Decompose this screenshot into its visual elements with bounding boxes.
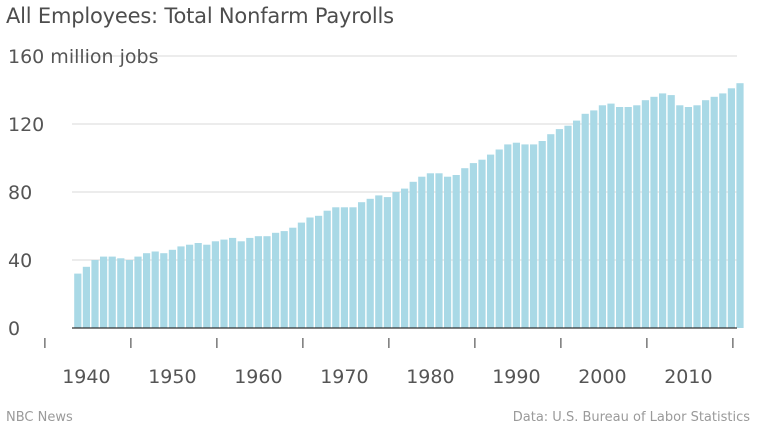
bar	[177, 246, 185, 328]
bar	[392, 192, 400, 328]
bar	[125, 260, 133, 328]
bar	[624, 107, 632, 328]
bars	[74, 83, 744, 329]
bar	[186, 244, 194, 328]
bar	[573, 120, 581, 328]
bar	[444, 176, 452, 328]
bar	[134, 256, 142, 328]
bar	[349, 207, 357, 328]
bar	[676, 105, 684, 328]
bar	[143, 253, 151, 328]
bar	[332, 207, 340, 328]
bar	[555, 129, 563, 328]
bar	[538, 141, 546, 328]
bar	[297, 222, 305, 328]
bar	[340, 207, 348, 328]
y-tick-label: 120	[8, 114, 44, 136]
x-tick-label: 2000	[578, 366, 626, 388]
bar	[426, 173, 434, 328]
bar	[91, 260, 99, 328]
bar	[530, 144, 538, 328]
bar	[435, 173, 443, 328]
bar	[418, 176, 426, 328]
bar	[616, 107, 624, 328]
bar	[633, 105, 641, 328]
bar	[168, 249, 176, 328]
bar	[263, 236, 271, 328]
bar	[684, 107, 692, 328]
y-tick-label: 160 million jobs	[8, 46, 159, 68]
bar	[659, 93, 667, 329]
bar	[581, 113, 589, 328]
bar	[710, 96, 718, 328]
bar	[512, 142, 520, 328]
y-tick-label: 0	[8, 318, 20, 340]
bar	[194, 243, 202, 328]
bar	[452, 175, 460, 328]
x-tick-label: 1960	[234, 366, 282, 388]
bar	[719, 93, 727, 329]
bar	[650, 96, 658, 328]
x-tick-label: 1970	[320, 366, 368, 388]
bar	[246, 237, 254, 328]
bar	[82, 266, 90, 328]
bar	[727, 88, 735, 328]
bar	[667, 95, 675, 328]
chart-title: All Employees: Total Nonfarm Payrolls	[6, 4, 394, 28]
bar	[702, 100, 710, 328]
bar	[487, 154, 495, 328]
bar	[323, 210, 331, 328]
bar	[383, 197, 391, 328]
x-tick-label: 1990	[492, 366, 540, 388]
bar	[203, 244, 211, 328]
bar	[590, 110, 598, 329]
bar	[641, 100, 649, 328]
bar	[521, 144, 529, 328]
bar	[151, 251, 159, 328]
bar	[237, 241, 245, 328]
bar	[366, 198, 374, 328]
bar	[401, 188, 409, 328]
bar	[461, 168, 469, 328]
bar	[108, 256, 116, 328]
axes	[44, 327, 737, 348]
bar	[478, 159, 486, 328]
bar	[693, 105, 701, 328]
y-tick-label: 40	[8, 250, 32, 272]
x-tick-label: 1940	[62, 366, 110, 388]
bar	[598, 105, 606, 328]
data-source-credit: Data: U.S. Bureau of Labor Statistics	[512, 410, 750, 425]
bar	[229, 237, 237, 328]
bar	[100, 256, 108, 328]
bar	[504, 144, 512, 328]
x-tick-label: 1980	[406, 366, 454, 388]
bar	[220, 239, 228, 328]
bar	[254, 236, 262, 328]
bar	[409, 181, 417, 328]
bar	[117, 258, 125, 328]
bar	[280, 231, 288, 328]
x-tick-label: 2010	[664, 366, 712, 388]
y-tick-label: 80	[8, 182, 32, 204]
bar	[469, 163, 477, 328]
bar	[607, 103, 615, 328]
bar	[211, 241, 219, 328]
publisher-credit: NBC News	[6, 410, 73, 425]
bar	[736, 83, 744, 328]
bar	[358, 202, 366, 328]
bar	[564, 125, 572, 328]
bar	[547, 134, 555, 328]
bar	[315, 215, 323, 328]
tick-labels: 0 40 80 120 160 million jobs 1940 1950 1960 1970…	[8, 46, 713, 388]
bar	[375, 195, 383, 328]
bar	[289, 227, 297, 328]
bar	[160, 253, 168, 328]
bar	[306, 217, 314, 328]
x-tick-label: 1950	[148, 366, 196, 388]
bar	[74, 273, 82, 328]
bar	[272, 232, 280, 328]
bar	[495, 149, 503, 328]
